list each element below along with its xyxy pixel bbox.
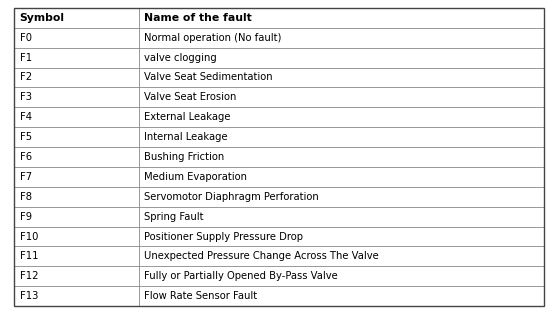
Text: Unexpected Pressure Change Across The Valve: Unexpected Pressure Change Across The Va… [144,252,379,262]
Text: F4: F4 [20,112,32,122]
Text: F1: F1 [20,52,32,62]
Text: F2: F2 [20,73,32,83]
Text: valve clogging: valve clogging [144,52,217,62]
Text: Spring Fault: Spring Fault [144,212,204,222]
Text: F10: F10 [20,231,38,241]
Text: F13: F13 [20,291,38,301]
Text: F3: F3 [20,92,32,102]
Text: Valve Seat Erosion: Valve Seat Erosion [144,92,237,102]
Text: F9: F9 [20,212,32,222]
Text: Flow Rate Sensor Fault: Flow Rate Sensor Fault [144,291,257,301]
Text: Normal operation (No fault): Normal operation (No fault) [144,33,281,43]
Text: F12: F12 [20,271,38,281]
Text: Positioner Supply Pressure Drop: Positioner Supply Pressure Drop [144,231,303,241]
Text: Symbol: Symbol [20,13,65,23]
Text: F0: F0 [20,33,32,43]
Text: Internal Leakage: Internal Leakage [144,132,228,142]
Text: F11: F11 [20,252,38,262]
Text: F5: F5 [20,132,32,142]
Text: Servomotor Diaphragm Perforation: Servomotor Diaphragm Perforation [144,192,319,202]
Text: External Leakage: External Leakage [144,112,230,122]
Text: Name of the fault: Name of the fault [144,13,252,23]
Text: F6: F6 [20,152,32,162]
Text: Medium Evaporation: Medium Evaporation [144,172,247,182]
Text: Fully or Partially Opened By-Pass Valve: Fully or Partially Opened By-Pass Valve [144,271,338,281]
Text: Bushing Friction: Bushing Friction [144,152,224,162]
Text: F7: F7 [20,172,32,182]
Text: F8: F8 [20,192,32,202]
Text: Valve Seat Sedimentation: Valve Seat Sedimentation [144,73,273,83]
